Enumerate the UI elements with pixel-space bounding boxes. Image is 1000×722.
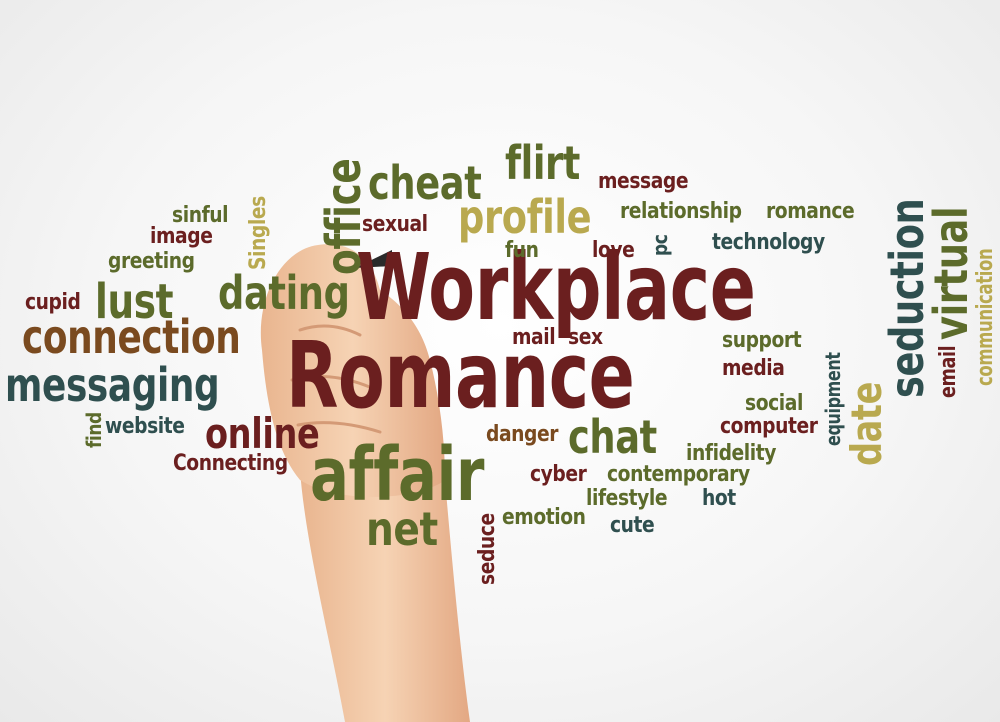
- word-singles: Singles: [246, 196, 271, 270]
- word-website: website: [105, 414, 185, 439]
- word-cute: cute: [610, 513, 655, 538]
- word-infidelity: infidelity: [686, 441, 777, 466]
- word-danger: danger: [486, 422, 559, 447]
- word-sexual: sexual: [362, 212, 428, 237]
- word-sex: sex: [568, 325, 603, 350]
- word-lifestyle: lifestyle: [586, 486, 668, 511]
- word-social: social: [745, 391, 803, 416]
- word-greeting: greeting: [108, 249, 195, 274]
- word-image: image: [150, 224, 213, 249]
- word-virtual: virtual: [924, 206, 978, 340]
- word-love: love: [592, 238, 635, 263]
- word-support: support: [722, 328, 802, 353]
- knuckle-lines: [290, 324, 382, 434]
- word-find: find: [82, 412, 106, 448]
- word-email: email: [936, 345, 961, 398]
- word-cyber: cyber: [530, 462, 587, 487]
- word-media: media: [722, 356, 785, 381]
- word-profile: profile: [458, 190, 592, 244]
- word-computer: computer: [720, 414, 818, 439]
- word-technology: technology: [712, 230, 825, 255]
- word-emotion: emotion: [502, 505, 586, 530]
- word-connecting: Connecting: [173, 451, 288, 476]
- word-fun: fun: [505, 238, 539, 263]
- word-messaging: messaging: [5, 358, 220, 412]
- word-dating: dating: [218, 266, 350, 320]
- word-seduce: seduce: [475, 513, 500, 585]
- word-cupid: cupid: [25, 290, 81, 315]
- word-affair: affair: [310, 432, 485, 518]
- word-hot: hot: [702, 486, 736, 511]
- word-office: office: [316, 158, 372, 275]
- word-romance-small: romance: [766, 199, 855, 224]
- word-contemporary: contemporary: [607, 462, 750, 487]
- word-pc: pc: [648, 234, 672, 256]
- fist-shape: [260, 244, 445, 497]
- word-romance: Romance: [286, 322, 635, 429]
- word-workplace: Workplace: [356, 234, 756, 341]
- word-mail: mail: [512, 325, 556, 350]
- word-net: net: [366, 502, 438, 556]
- word-equipment: equipment: [821, 352, 845, 446]
- word-relationship: relationship: [620, 199, 742, 224]
- word-message: message: [598, 169, 689, 194]
- word-connection: connection: [22, 310, 241, 364]
- marker-tip: [355, 250, 392, 268]
- forearm-shape: [300, 470, 470, 722]
- word-lust: lust: [95, 274, 174, 330]
- word-date: date: [842, 382, 891, 466]
- word-chat: chat: [568, 410, 657, 464]
- word-online: online: [205, 409, 320, 458]
- word-communication: communication: [973, 248, 998, 386]
- word-flirt: flirt: [505, 136, 580, 190]
- word-cheat: cheat: [368, 156, 482, 210]
- word-sinful: sinful: [172, 203, 229, 228]
